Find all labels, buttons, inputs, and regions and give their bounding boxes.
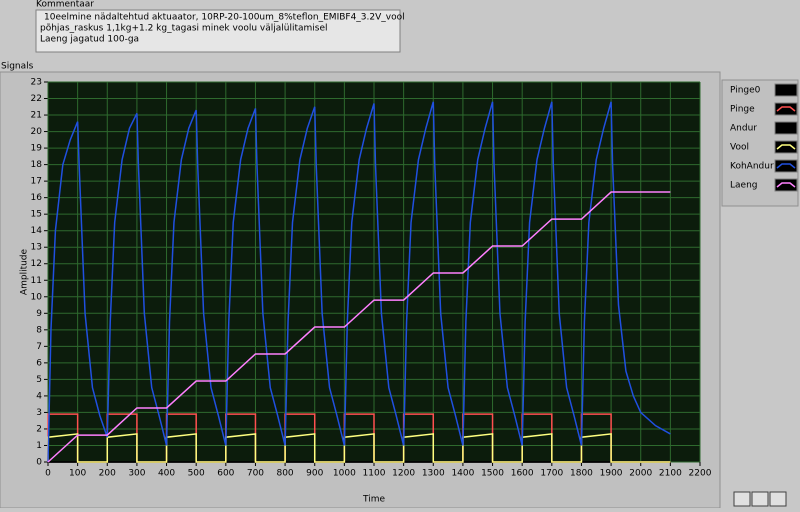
x-tick-label: 700: [247, 469, 264, 479]
y-tick-label: 10: [31, 292, 43, 302]
x-tick-label: 300: [128, 469, 145, 479]
legend-label: Andur: [730, 124, 757, 134]
y-tick-label: 18: [31, 160, 43, 170]
x-tick-label: 100: [69, 469, 86, 479]
y-tick-label: 17: [31, 177, 42, 187]
legend-swatch-line: [776, 182, 796, 188]
x-tick-label: 1000: [333, 469, 356, 479]
y-tick-label: 21: [31, 111, 42, 121]
x-tick-label: 600: [217, 469, 234, 479]
comment-line: põhjas_raskus 1,1kg+1.2 kg_tagasi minek …: [40, 24, 328, 34]
legend-label: Pinge: [730, 105, 755, 115]
y-tick-label: 3: [36, 408, 42, 418]
legend-swatch-line: [776, 87, 796, 93]
y-tick-label: 8: [36, 325, 42, 335]
legend-label: Pinge0: [730, 86, 761, 96]
y-tick-label: 0: [36, 458, 42, 468]
y-tick-label: 16: [31, 193, 43, 203]
x-tick-label: 2200: [689, 469, 712, 479]
comment-box[interactable]: [35, 9, 401, 53]
series-line: [47, 101, 671, 463]
y-axis-label: Amplitude: [20, 248, 30, 295]
y-tick-label: 22: [31, 94, 42, 104]
y-tick-label: 7: [36, 342, 42, 352]
x-tick-label: 1300: [422, 469, 445, 479]
x-tick-label: 1800: [570, 469, 593, 479]
y-tick-label: 2: [36, 424, 42, 434]
y-tick-label: 13: [31, 243, 42, 253]
x-tick-label: 0: [45, 469, 51, 479]
y-tick-label: 23: [31, 78, 42, 88]
x-tick-label: 400: [158, 469, 175, 479]
comment-line: 10eelmine nädaltehtud aktuaator, 10RP-20…: [44, 13, 405, 23]
legend-label: Laeng: [730, 181, 757, 191]
y-tick-label: 20: [31, 127, 43, 137]
y-tick-label: 11: [31, 276, 42, 286]
legend-swatch-line: [776, 125, 796, 131]
x-tick-label: 1400: [451, 469, 474, 479]
legend-swatch: [774, 83, 798, 97]
legend-swatch-line: [776, 106, 796, 112]
y-tick-label: 6: [36, 358, 42, 368]
x-tick-label: 2100: [659, 469, 682, 479]
zoom-tool[interactable]: [751, 491, 769, 507]
graph-tools: [733, 491, 787, 507]
y-tick-label: 4: [36, 391, 42, 401]
series-line: [47, 433, 671, 463]
legend-swatch: [774, 102, 798, 116]
legend-label: Vool: [730, 143, 749, 153]
y-tick-label: 14: [31, 226, 43, 236]
y-tick-label: 12: [31, 259, 42, 269]
y-tick-label: 9: [36, 309, 42, 319]
pan-tool[interactable]: [769, 491, 787, 507]
x-tick-label: 1600: [511, 469, 534, 479]
y-tick-label: 15: [31, 210, 42, 220]
series-line: [47, 191, 671, 463]
comment-label: Kommentaar: [36, 0, 94, 10]
legend-swatch: [774, 178, 798, 192]
x-tick-label: 1900: [600, 469, 623, 479]
legend-swatch-line: [776, 144, 796, 150]
x-tick-label: 800: [276, 469, 293, 479]
y-tick-label: 1: [36, 441, 42, 451]
x-tick-label: 1200: [392, 469, 415, 479]
legend-swatch: [774, 140, 798, 154]
y-tick-label: 5: [36, 375, 42, 385]
x-tick-label: 1500: [481, 469, 504, 479]
cursor-tool[interactable]: [733, 491, 751, 507]
x-tick-label: 2000: [629, 469, 652, 479]
x-tick-label: 500: [188, 469, 205, 479]
x-tick-label: 900: [306, 469, 323, 479]
panel-label: Signals: [1, 62, 34, 72]
legend-swatch: [774, 121, 798, 135]
legend-swatch-line: [776, 163, 796, 169]
y-tick-label: 19: [31, 144, 43, 154]
x-tick-label: 200: [99, 469, 116, 479]
legend-label: KohAndur: [730, 162, 774, 172]
x-axis-label: Time: [362, 495, 385, 505]
legend-swatch: [774, 159, 798, 173]
x-tick-label: 1700: [540, 469, 563, 479]
comment-line: Laeng jagatud 100-ga: [40, 35, 139, 45]
x-tick-label: 1100: [363, 469, 386, 479]
